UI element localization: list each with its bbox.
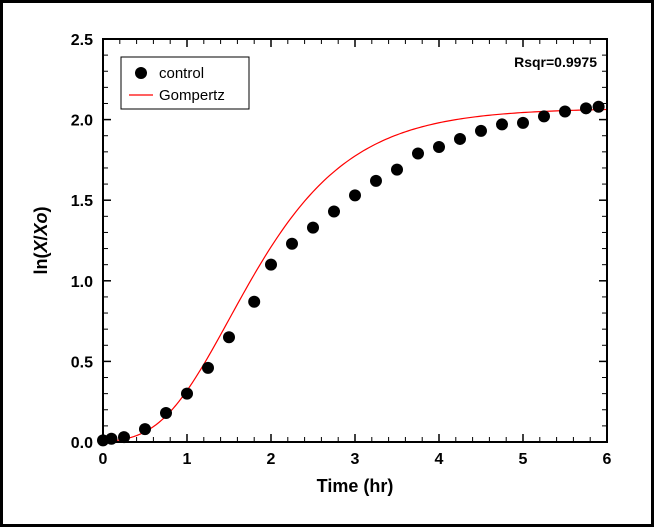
data-point xyxy=(202,362,214,374)
svg-text:0.0: 0.0 xyxy=(71,435,93,452)
svg-text:1: 1 xyxy=(183,451,192,468)
growth-chart: 0 1 2 3 4 5 6 0.0 0.5 1.0 1.5 2.0 2.5 Time (hr) ln(X/X… xyxy=(25,21,631,504)
data-point xyxy=(139,423,151,435)
data-point xyxy=(248,296,260,308)
rsqr-annotation: Rsqr=0.9975 xyxy=(514,54,597,70)
svg-text:5: 5 xyxy=(519,451,528,468)
data-point xyxy=(517,117,529,129)
data-point xyxy=(328,205,340,217)
data-point xyxy=(412,147,424,159)
data-point xyxy=(391,164,403,176)
data-point xyxy=(265,259,277,271)
svg-text:2: 2 xyxy=(267,451,276,468)
data-point xyxy=(181,388,193,400)
svg-text:1.5: 1.5 xyxy=(71,193,93,210)
svg-text:1.0: 1.0 xyxy=(71,274,93,291)
data-point xyxy=(593,101,605,113)
svg-text:0: 0 xyxy=(99,451,108,468)
data-point xyxy=(433,141,445,153)
data-point xyxy=(307,222,319,234)
data-point xyxy=(349,189,361,201)
svg-text:4: 4 xyxy=(435,451,444,468)
data-point xyxy=(286,238,298,250)
svg-text:0.5: 0.5 xyxy=(71,354,93,371)
chart-outer-frame: 0 1 2 3 4 5 6 0.0 0.5 1.0 1.5 2.0 2.5 Time (hr) ln(X/X… xyxy=(0,0,654,527)
data-point xyxy=(538,110,550,122)
svg-text:3: 3 xyxy=(351,451,360,468)
svg-text:2.0: 2.0 xyxy=(71,113,93,130)
y-axis-label: ln(X/Xo) xyxy=(31,206,51,274)
legend-marker-control xyxy=(135,67,147,79)
data-point xyxy=(370,175,382,187)
chart-container: 0 1 2 3 4 5 6 0.0 0.5 1.0 1.5 2.0 2.5 Time (hr) ln(X/X… xyxy=(25,21,629,502)
svg-text:6: 6 xyxy=(603,451,612,468)
legend-label-gompertz: Gompertz xyxy=(159,87,225,104)
legend-label-control: control xyxy=(159,65,204,82)
x-axis-label: Time (hr) xyxy=(317,476,394,496)
data-point xyxy=(160,407,172,419)
data-point xyxy=(559,106,571,118)
data-point xyxy=(454,133,466,145)
data-point xyxy=(223,331,235,343)
data-point xyxy=(580,102,592,114)
data-point xyxy=(496,118,508,130)
data-point xyxy=(475,125,487,137)
svg-text:2.5: 2.5 xyxy=(71,32,93,49)
